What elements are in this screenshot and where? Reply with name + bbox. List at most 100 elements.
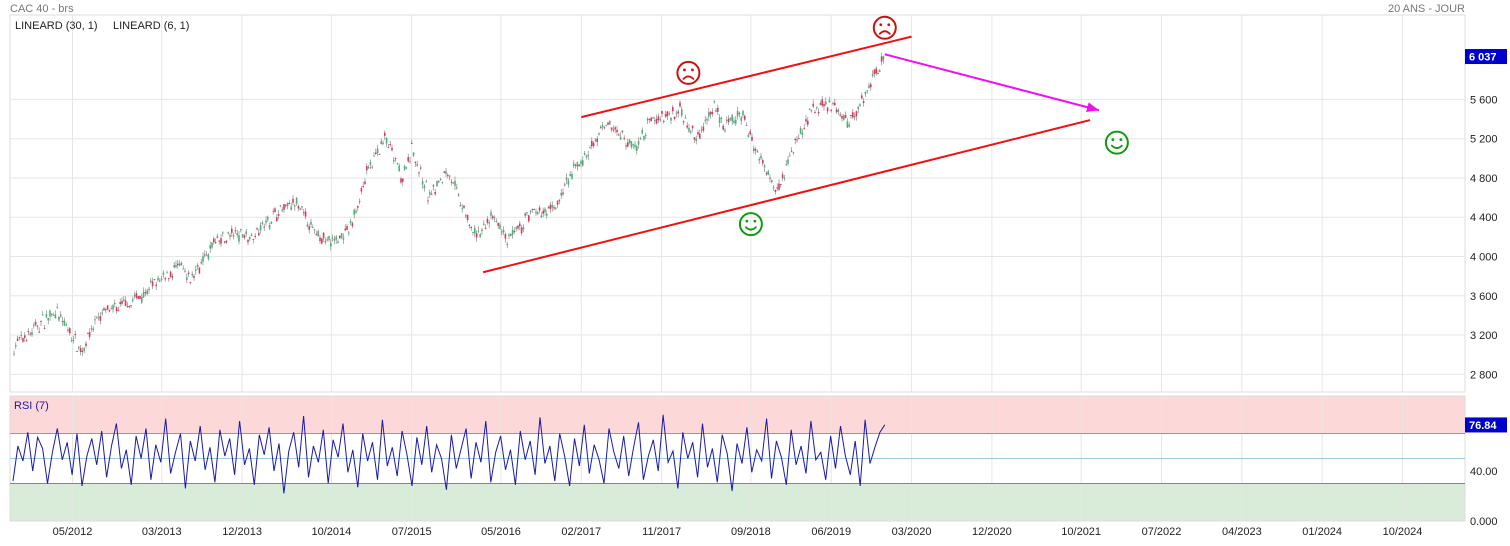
candle-body	[578, 164, 580, 167]
candle-body	[94, 319, 96, 321]
candle-body	[771, 180, 773, 183]
candle-body	[684, 117, 687, 119]
candle-body	[96, 317, 98, 319]
candle-body	[510, 233, 512, 237]
candle-body	[126, 306, 129, 308]
candle-body	[328, 236, 330, 240]
y-tick-label: 3 600	[1470, 291, 1498, 303]
last-price-badge: 6 037	[1465, 49, 1507, 65]
rsi-y-axis: 0.000 40.00	[1470, 466, 1498, 528]
candle-body	[42, 314, 44, 316]
candle-body	[875, 68, 877, 74]
candle-body	[146, 290, 148, 295]
candle-body	[263, 226, 265, 228]
candle-body	[281, 209, 283, 211]
candle-body	[585, 155, 588, 158]
candle-body	[123, 299, 125, 301]
candle-body	[546, 213, 548, 216]
x-tick-label: 07/2022	[1142, 526, 1182, 538]
candle-body	[409, 160, 411, 162]
candle-body	[790, 150, 793, 152]
candle-body	[826, 107, 829, 112]
candle-body	[484, 227, 487, 229]
candle-body	[29, 333, 31, 335]
candle-body	[51, 314, 53, 316]
candle-body	[691, 125, 694, 129]
projection-arrow-head	[1086, 102, 1100, 113]
candle-body	[664, 114, 667, 117]
rsi-value-badge-bg	[1465, 417, 1507, 433]
candle-body	[205, 254, 208, 256]
candle-body	[384, 132, 386, 136]
x-tick-label: 05/2012	[53, 526, 93, 538]
y-tick-label: 4 400	[1470, 212, 1498, 224]
candle-body	[236, 233, 238, 236]
x-tick-label: 12/2020	[972, 526, 1012, 538]
candle-body	[501, 231, 503, 233]
candle-body	[452, 182, 454, 184]
candle-body	[544, 208, 546, 213]
candle-body	[211, 242, 213, 248]
candle-body	[108, 310, 111, 312]
candle-body	[502, 230, 505, 233]
candle-body	[439, 179, 442, 181]
candle-body	[202, 256, 204, 262]
candle-body	[295, 198, 298, 204]
candle-body	[549, 204, 552, 209]
candle-body	[767, 171, 769, 175]
candle-body	[250, 234, 253, 236]
candle-body	[762, 160, 764, 164]
candle-body	[166, 272, 168, 274]
candle-body	[839, 114, 841, 116]
candle-body	[339, 235, 341, 239]
candle-body	[430, 194, 433, 196]
candle-body	[652, 117, 654, 119]
candle-body	[222, 232, 224, 234]
candle-body	[547, 206, 550, 209]
candle-body	[189, 281, 192, 283]
candle-body	[396, 163, 399, 165]
candle-body	[209, 245, 211, 249]
candle-body	[416, 164, 418, 166]
candle-body	[438, 181, 440, 183]
candle-body	[348, 232, 350, 234]
candle-body	[405, 167, 408, 169]
candle-body	[661, 110, 663, 114]
candle-body	[814, 111, 816, 114]
candle-body	[357, 205, 359, 208]
candle-body	[369, 162, 372, 165]
y-tick-label: 4 000	[1470, 252, 1498, 264]
candle-body	[628, 139, 631, 143]
candle-body	[855, 111, 858, 117]
candle-body	[688, 127, 690, 132]
y-tick-label: 4 800	[1470, 173, 1498, 185]
candle-body	[708, 112, 710, 117]
candle-body	[699, 133, 701, 139]
candle-body	[727, 118, 730, 123]
x-tick-label: 07/2015	[392, 526, 432, 538]
candle-body	[49, 310, 51, 317]
candle-body	[747, 134, 750, 137]
candle-body	[861, 95, 863, 99]
candle-body	[654, 120, 656, 122]
candle-body	[160, 278, 163, 280]
candle-body	[573, 163, 575, 166]
candle-body	[148, 288, 150, 291]
candle-body	[135, 293, 138, 298]
candle-body	[119, 302, 121, 305]
candle-body	[600, 127, 602, 129]
candle-body	[371, 166, 373, 168]
candle-body	[34, 321, 37, 325]
candle-body	[760, 155, 762, 159]
candle-body	[182, 268, 184, 270]
candle-body	[60, 314, 62, 317]
x-tick-label: 11/2017	[642, 526, 681, 538]
candle-body	[261, 222, 264, 225]
candle-body	[625, 145, 627, 147]
candle-body	[778, 183, 780, 190]
candle-body	[531, 208, 534, 210]
candle-body	[229, 235, 231, 237]
candle-body	[463, 205, 465, 208]
candle-body	[715, 109, 717, 112]
candle-body	[457, 194, 460, 196]
